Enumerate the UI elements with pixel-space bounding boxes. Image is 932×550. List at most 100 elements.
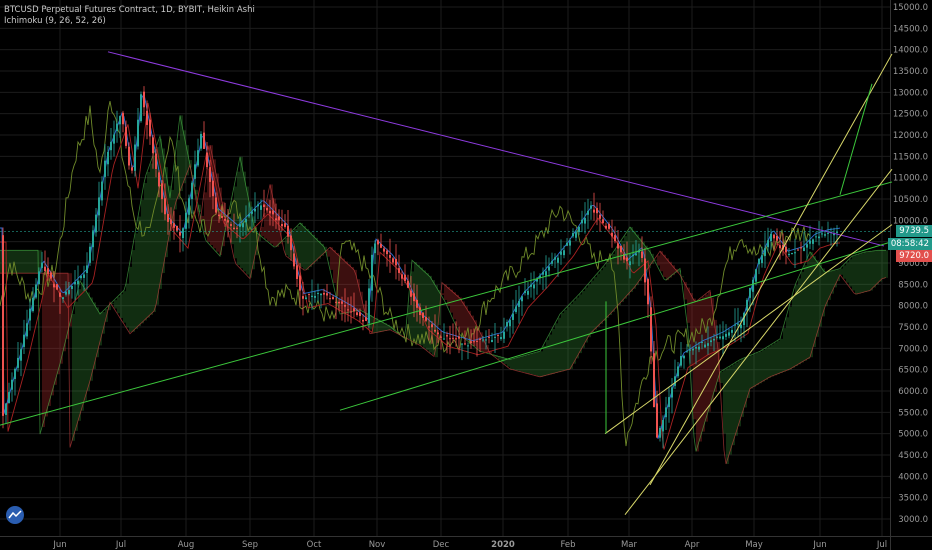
ichimoku-cloud-segment: [660, 251, 663, 272]
candle-body: [236, 227, 238, 229]
ichimoku-cloud-segment: [708, 292, 711, 412]
chart-legend: BTCUSD Perpetual Futures Contract, 1D, B…: [4, 5, 255, 27]
candle-body: [533, 284, 535, 289]
ichimoku-cloud-segment: [78, 289, 81, 421]
candle-body: [704, 344, 706, 348]
ichimoku-cloud-segment: [318, 240, 321, 259]
ichimoku-cloud-segment: [777, 340, 780, 375]
ichimoku-cloud-segment: [576, 297, 579, 359]
ichimoku-cloud-segment: [690, 293, 693, 367]
ichimoku-cloud-segment: [354, 269, 357, 312]
candle-body: [518, 301, 520, 307]
ichimoku-cloud-segment: [609, 258, 612, 316]
candle-body: [62, 297, 64, 300]
price-tick-label: 13000.0: [893, 88, 928, 98]
ichimoku-cloud-segment: [624, 236, 627, 299]
trendline-purple-resistance: [107, 51, 885, 247]
ichimoku-cloud-segment: [375, 318, 378, 333]
candle-body: [770, 233, 772, 242]
ichimoku-cloud-segment: [444, 284, 447, 300]
ichimoku-cloud-segment: [612, 253, 615, 312]
ichimoku-cloud-segment: [867, 251, 870, 292]
ichimoku-cloud-segment: [192, 174, 195, 177]
candle-body: [197, 150, 199, 166]
candle-body: [788, 253, 790, 256]
ichimoku-cloud-segment: [672, 265, 675, 276]
candle-body: [779, 245, 781, 249]
candle-body: [599, 214, 601, 219]
candle-body: [302, 296, 304, 299]
candle-body: [461, 343, 463, 345]
candle-body: [776, 235, 778, 241]
ichimoku-cloud-segment: [39, 250, 42, 274]
candle-body: [800, 247, 802, 249]
ichimoku-cloud-segment: [588, 284, 591, 338]
candle-body: [92, 230, 94, 248]
candle-body: [371, 254, 373, 291]
projection-line-green: [839, 83, 873, 195]
candle-body: [656, 403, 658, 438]
candle-body: [773, 234, 775, 239]
ichimoku-cloud-segment: [183, 130, 186, 184]
ichimoku-cloud-segment: [474, 320, 477, 347]
ichimoku-cloud-segment: [60, 273, 63, 364]
candle-body: [530, 284, 532, 287]
ichimoku-cloud-segment: [678, 270, 681, 273]
ichimoku-cloud-segment: [219, 187, 222, 255]
candle-body: [662, 420, 664, 432]
candle-body: [134, 144, 136, 171]
price-tick-label: 12500.0: [893, 110, 928, 120]
trendline-yellow-upper: [649, 53, 893, 486]
ichimoku-cloud-segment: [84, 287, 87, 401]
ichimoku-cloud-segment: [72, 314, 75, 441]
candle-body: [59, 292, 61, 297]
time-tick-label: 2020: [491, 540, 515, 550]
ichimoku-cloud-segment: [594, 277, 597, 330]
candle-body: [227, 220, 229, 223]
ichimoku-cloud-segment: [186, 145, 189, 176]
price-tick-label: 3500.0: [898, 494, 928, 504]
ichimoku-cloud-segment: [144, 183, 147, 321]
candle-body: [536, 279, 538, 282]
ichimoku-cloud-segment: [399, 333, 402, 335]
candle-body: [632, 254, 634, 257]
ichimoku-cloud-segment: [567, 306, 570, 370]
ichimoku-cloud-segment: [36, 250, 39, 274]
candle-body: [563, 250, 565, 256]
candle-body: [647, 279, 649, 305]
ichimoku-cloud-segment: [885, 250, 888, 278]
ichimoku-cloud-segment: [504, 357, 507, 365]
ichimoku-cloud-segment: [783, 328, 786, 372]
candle-body: [50, 272, 52, 279]
ichimoku-cloud-segment: [450, 289, 453, 313]
symbol-title[interactable]: BTCUSD Perpetual Futures Contract, 1D, B…: [4, 5, 255, 15]
ichimoku-cloud-segment: [357, 279, 360, 311]
indicator-label[interactable]: Ichimoku (9, 26, 52, 26): [4, 16, 106, 26]
candle-body: [554, 257, 556, 260]
ichimoku-cloud-segment: [570, 303, 573, 369]
candle-body: [320, 293, 322, 296]
ichimoku-cloud-segment: [342, 258, 345, 314]
candle-body: [161, 183, 163, 200]
candle-body: [176, 225, 178, 231]
ichimoku-cloud-segment: [303, 225, 306, 270]
ichimoku-cloud-segment: [789, 306, 792, 370]
ichimoku-cloud-segment: [579, 294, 582, 354]
ichimoku-cloud-segment: [429, 275, 432, 353]
ichimoku-cloud-segment: [381, 321, 384, 332]
tradingview-logo-icon[interactable]: [6, 506, 24, 524]
ichimoku-cloud-segment: [879, 250, 882, 282]
candle-body: [761, 255, 763, 264]
candle-body: [251, 211, 253, 214]
ichimoku-cloud-segment: [684, 282, 687, 300]
ichimoku-cloud-segment: [276, 212, 279, 247]
candle-body: [341, 301, 343, 304]
ichimoku-cloud-segment: [288, 234, 291, 258]
candle-body: [164, 198, 166, 215]
ichimoku-cloud-segment: [156, 147, 159, 305]
candle-body: [413, 293, 415, 302]
ichimoku-cloud-segment: [420, 267, 423, 346]
ichimoku-cloud-segment: [309, 231, 312, 268]
